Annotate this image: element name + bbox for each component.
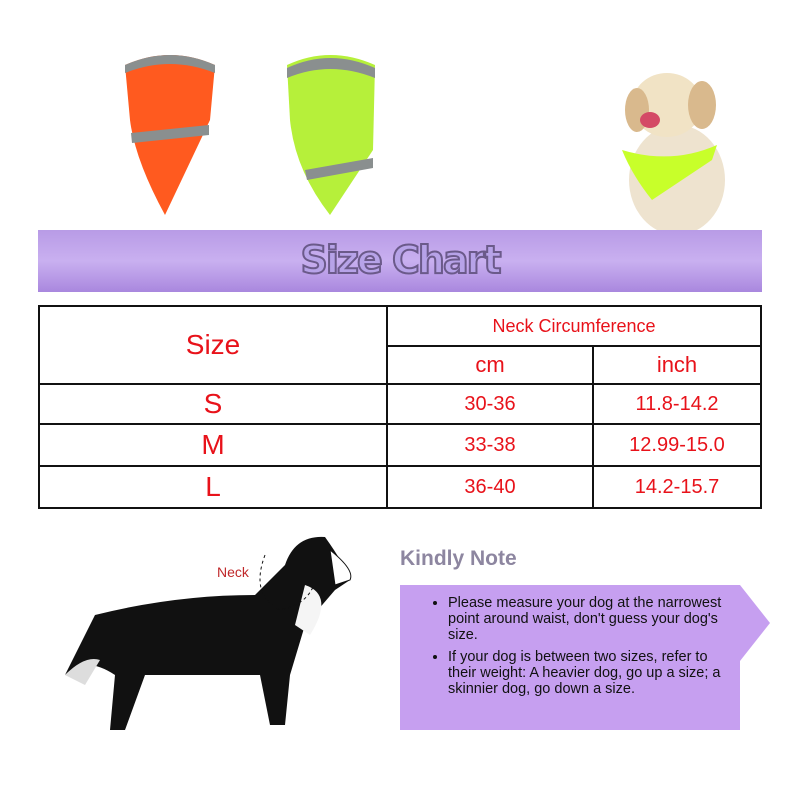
table-row: L 36-40 14.2-15.7 — [38, 465, 762, 509]
size-chart-banner: Size Chart — [38, 230, 762, 292]
cm-cell: 30-36 — [386, 383, 594, 425]
neck-label: Neck — [217, 564, 249, 580]
kindly-note-title: Kindly Note — [400, 547, 517, 570]
size-cell: M — [38, 423, 388, 467]
inch-header: inch — [592, 345, 762, 385]
cm-cell: 36-40 — [386, 465, 594, 509]
size-cell: S — [38, 383, 388, 425]
banner-title: Size Chart — [299, 237, 502, 283]
note-item: If your dog is between two sizes, refer … — [448, 649, 730, 697]
dog-measurement-illustration — [65, 536, 352, 730]
size-chart-table: Size Neck Circumference cm inch S 30-36 11… — [38, 305, 762, 509]
note-item: Please measure your dog at the narrowest… — [448, 595, 730, 643]
cm-cell: 33-38 — [386, 423, 594, 467]
size-header: Size — [38, 305, 388, 385]
neck-circumference-header: Neck Circumference — [386, 305, 762, 347]
kindly-note-box: Please measure your dog at the narrowest… — [400, 585, 770, 730]
cm-header: cm — [386, 345, 594, 385]
inch-cell: 14.2-15.7 — [592, 465, 762, 509]
inch-cell: 11.8-14.2 — [592, 383, 762, 425]
inch-cell: 12.99-15.0 — [592, 423, 762, 467]
orange-bandana-image — [125, 55, 215, 215]
dog-wearing-bandana-photo — [622, 73, 725, 230]
size-cell: L — [38, 465, 388, 509]
table-row: S 30-36 11.8-14.2 — [38, 383, 762, 425]
table-row: M 33-38 12.99-15.0 — [38, 423, 762, 467]
green-bandana-image — [287, 55, 375, 215]
